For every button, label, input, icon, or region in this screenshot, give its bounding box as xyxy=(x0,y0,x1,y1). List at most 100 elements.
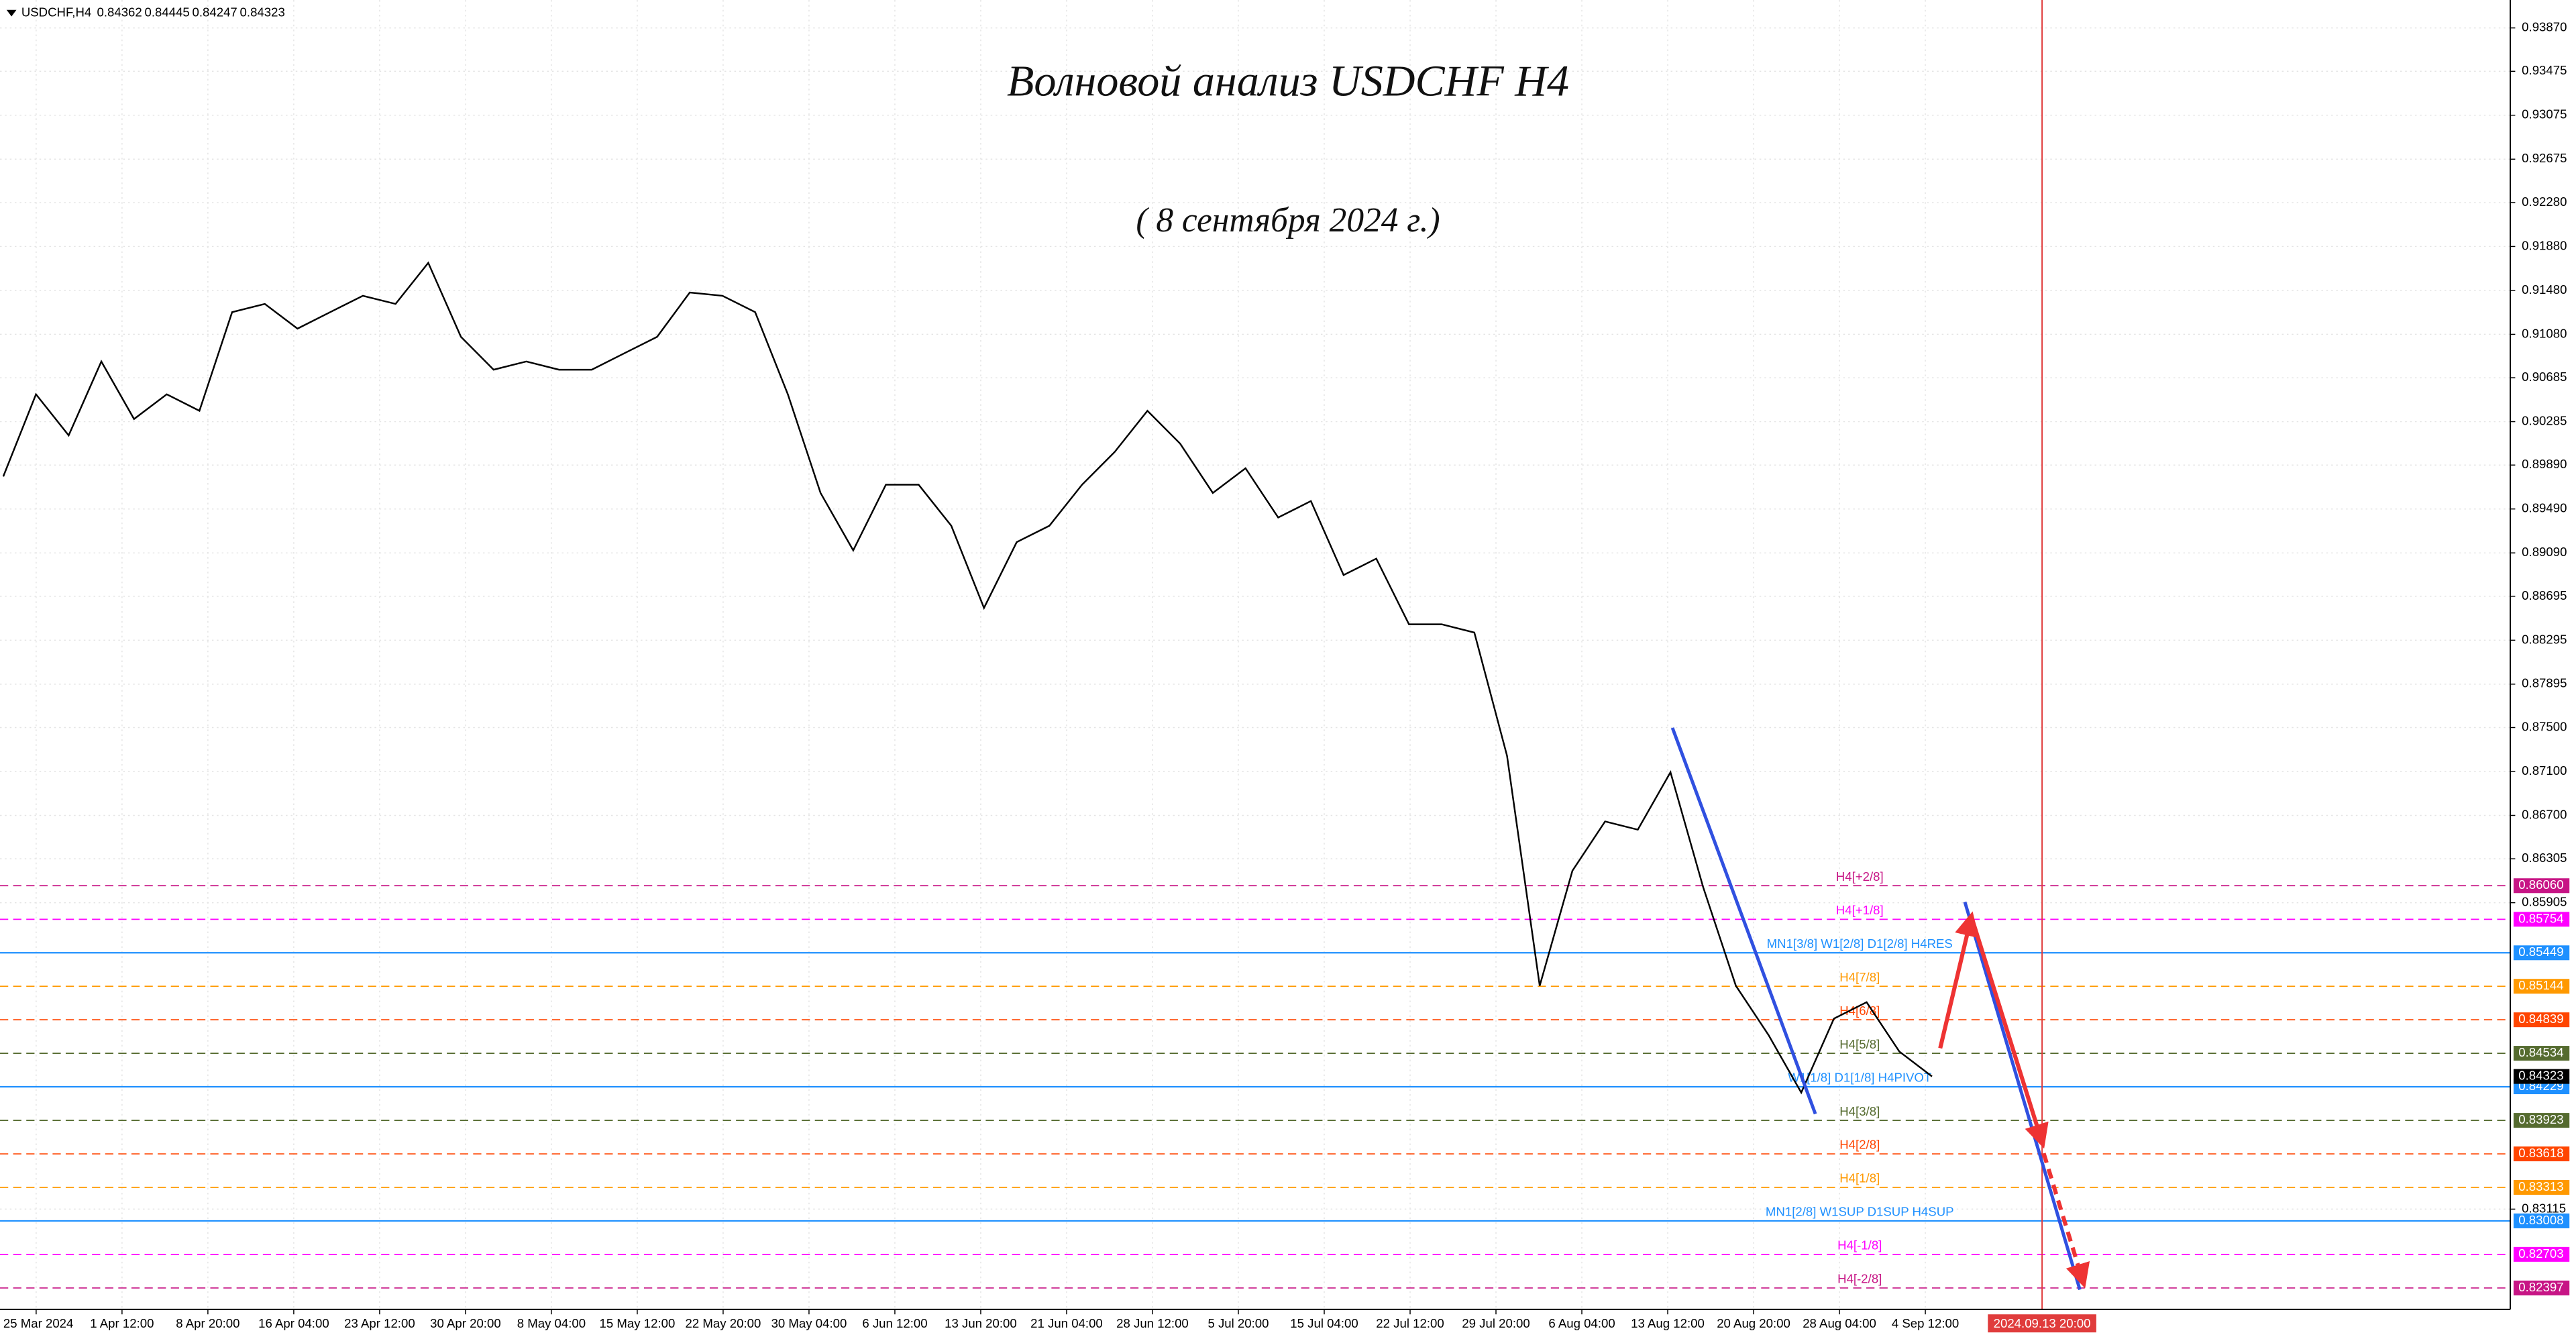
y-tick-label: 0.90285 xyxy=(2522,413,2567,427)
y-tick-label: 0.92675 xyxy=(2522,151,2567,165)
x-tick-label: 13 Jun 20:00 xyxy=(945,1316,1017,1330)
price-tag xyxy=(2513,979,2570,994)
trend-line xyxy=(1670,727,1817,1115)
x-tick-label: 20 Aug 20:00 xyxy=(1717,1316,1790,1330)
y-tick-label: 0.88295 xyxy=(2522,632,2567,646)
price-tag-label: 0.85449 xyxy=(2518,945,2563,959)
forecast-arrow xyxy=(2041,1153,2090,1289)
y-tick-label: 0.88695 xyxy=(2522,588,2567,602)
symbol: USDCHF,H4 xyxy=(21,5,91,19)
x-tick-label: 28 Jun 12:00 xyxy=(1116,1316,1189,1330)
price-tag-label: 0.84839 xyxy=(2518,1012,2563,1026)
y-tick-label: 0.85905 xyxy=(2522,895,2567,909)
level-label: H4[+1/8] xyxy=(1836,903,1884,917)
level-label: MN1[3/8] W1[2/8] D1[2/8] H4RES xyxy=(1767,936,1953,951)
price-line xyxy=(2,261,1933,1095)
level-label: H4[-2/8] xyxy=(1837,1272,1882,1286)
price-tag-label: 0.83008 xyxy=(2518,1213,2563,1227)
y-tick-label: 0.91080 xyxy=(2522,326,2567,340)
x-tick-label: 15 Jul 04:00 xyxy=(1290,1316,1358,1330)
price-tag xyxy=(2513,1046,2570,1061)
header: USDCHF,H4 0.84362 0.84445 0.84247 0.8432… xyxy=(6,5,285,19)
y-tick-label: 0.91880 xyxy=(2522,238,2567,252)
y-tick-label: 0.91480 xyxy=(2522,282,2567,297)
x-tick-label: 8 Apr 20:00 xyxy=(176,1316,239,1330)
menu-icon xyxy=(6,9,17,17)
current-price-tag xyxy=(2513,1069,2570,1084)
x-tick-label: 16 Apr 04:00 xyxy=(258,1316,329,1330)
forecast-arrow xyxy=(1969,916,2049,1149)
price-tag xyxy=(2513,912,2570,927)
level-label: H4[2/8] xyxy=(1839,1138,1880,1152)
x-tick-label: 1 Apr 12:00 xyxy=(90,1316,154,1330)
y-tick-label: 0.93870 xyxy=(2522,20,2567,34)
x-tick-label: 28 Aug 04:00 xyxy=(1803,1316,1876,1330)
close: 0.84323 xyxy=(240,5,285,19)
price-tag xyxy=(2513,1113,2570,1128)
open: 0.84362 xyxy=(97,5,142,19)
price-tag-label: 0.83618 xyxy=(2518,1146,2563,1160)
level-label: H4[3/8] xyxy=(1839,1104,1880,1118)
chart-title: Волновой анализ USDCHF H4 xyxy=(1007,57,1569,106)
x-tick-label: 21 Jun 04:00 xyxy=(1030,1316,1103,1330)
price-tag xyxy=(2513,945,2570,961)
x-tick-label: 5 Jul 20:00 xyxy=(1208,1316,1269,1330)
y-tick-label: 0.87100 xyxy=(2522,763,2567,778)
level-label: H4[1/8] xyxy=(1839,1171,1880,1185)
x-tick-label: 22 May 20:00 xyxy=(686,1316,761,1330)
price-tag-label: 0.86060 xyxy=(2518,877,2563,892)
y-tick-label: 0.89090 xyxy=(2522,545,2567,559)
y-tick-label: 0.87500 xyxy=(2522,719,2567,733)
price-tag xyxy=(2513,1012,2570,1028)
x-tick-label: 22 Jul 12:00 xyxy=(1376,1316,1444,1330)
level-label: H4[5/8] xyxy=(1839,1037,1880,1051)
price-tag xyxy=(2513,1246,2570,1262)
price-tag xyxy=(2513,1179,2570,1195)
x-tick-label: 6 Jun 12:00 xyxy=(862,1316,927,1330)
y-tick-label: 0.92280 xyxy=(2522,195,2567,209)
y-tick-label: 0.86305 xyxy=(2522,851,2567,865)
level-label: H4[-1/8] xyxy=(1837,1238,1882,1252)
y-tick-label: 0.90685 xyxy=(2522,370,2567,384)
y-tick-label: 0.86700 xyxy=(2522,807,2567,821)
time-marker-label: 2024.09.13 20:00 xyxy=(1994,1316,2091,1330)
price-tag xyxy=(2513,878,2570,894)
level-label: H4[+2/8] xyxy=(1836,869,1884,883)
price-tag-label: 0.83313 xyxy=(2518,1179,2563,1193)
x-tick-label: 8 May 04:00 xyxy=(517,1316,586,1330)
price-tag xyxy=(2513,1146,2570,1162)
y-tick-label: 0.87895 xyxy=(2522,676,2567,690)
trend-line xyxy=(1963,901,2082,1291)
y-tick-label: 0.89890 xyxy=(2522,457,2567,471)
y-tick-label: 0.83115 xyxy=(2522,1201,2566,1215)
price-tag-label: 0.84534 xyxy=(2518,1045,2563,1059)
x-tick-label: 6 Aug 04:00 xyxy=(1548,1316,1615,1330)
level-label: MN1[2/8] W1SUP D1SUP H4SUP xyxy=(1766,1205,1954,1219)
level-label: H4[7/8] xyxy=(1839,970,1880,984)
x-tick-label: 4 Sep 12:00 xyxy=(1892,1316,1959,1330)
y-tick-label: 0.93075 xyxy=(2522,107,2567,121)
price-tag xyxy=(2513,1280,2570,1295)
price-tag-label: 0.82703 xyxy=(2518,1246,2563,1261)
price-tag xyxy=(2513,1213,2570,1228)
low: 0.84247 xyxy=(193,5,237,19)
current-price-label: 0.84323 xyxy=(2518,1069,2563,1083)
x-tick-label: 25 Mar 2024 xyxy=(3,1316,74,1330)
x-tick-label: 29 Jul 20:00 xyxy=(1462,1316,1529,1330)
x-tick-label: 30 Apr 20:00 xyxy=(430,1316,501,1330)
level-label: W1[1/8] D1[1/8] H4PIVOT xyxy=(1788,1071,1931,1085)
price-tag-label: 0.85144 xyxy=(2518,978,2563,992)
price-tag-label: 0.83923 xyxy=(2518,1112,2563,1126)
x-tick-label: 13 Aug 12:00 xyxy=(1631,1316,1705,1330)
price-tag-label: 0.82397 xyxy=(2518,1280,2563,1294)
x-tick-label: 15 May 12:00 xyxy=(600,1316,676,1330)
x-tick-label: 23 Apr 12:00 xyxy=(344,1316,415,1330)
y-tick-label: 0.93475 xyxy=(2522,63,2567,77)
high: 0.84445 xyxy=(145,5,190,19)
x-tick-label: 30 May 04:00 xyxy=(771,1316,847,1330)
forecast-arrow xyxy=(1938,911,1979,1049)
chart-subtitle: ( 8 сентября 2024 г.) xyxy=(1136,201,1440,239)
y-tick-label: 0.89490 xyxy=(2522,501,2567,515)
